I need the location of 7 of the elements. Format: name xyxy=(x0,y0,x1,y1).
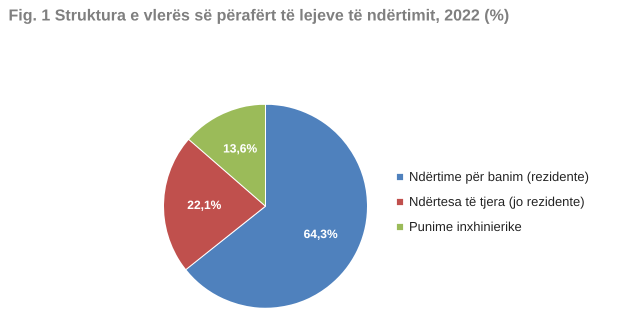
data-label: 22,1% xyxy=(187,198,222,212)
legend-label: Punime inxhinierike xyxy=(409,219,522,234)
legend-label: Ndërtesa të tjera (jo rezidente) xyxy=(409,194,585,209)
legend-label: Ndërtime për banim (rezidente) xyxy=(409,169,589,184)
data-label: 13,6% xyxy=(223,141,258,156)
chart-title: Fig. 1 Struktura e vlerës së përafërt të lejeve të ndërtimit, 2022 (%) xyxy=(8,8,510,24)
data-label: 64,3% xyxy=(304,226,338,241)
